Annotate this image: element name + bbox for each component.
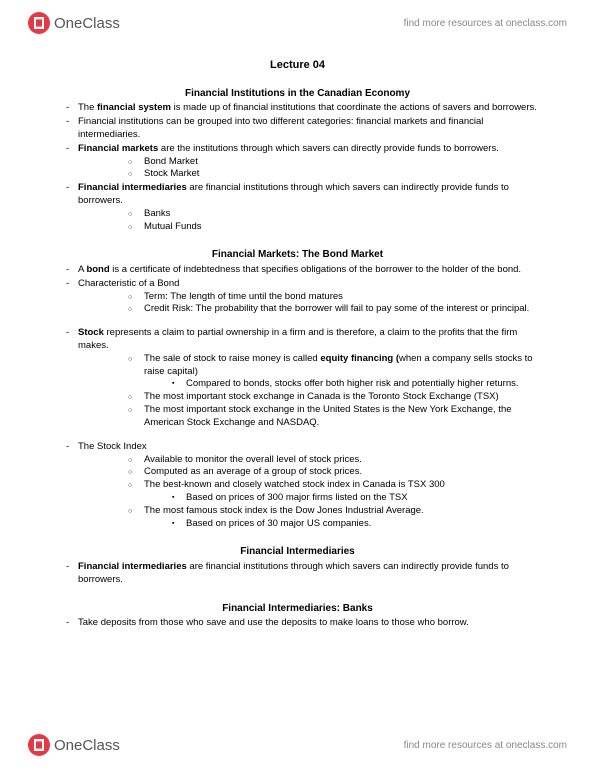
sub-bullet: Stock Market — [128, 168, 539, 181]
brand-logo-footer[interactable]: OneClass — [28, 734, 120, 756]
sub-sub-bullet: Based on prices of 300 major firms liste… — [172, 492, 539, 505]
sub-bullet: The most important stock exchange in Can… — [128, 391, 539, 404]
sub-bullet: Computed as an average of a group of sto… — [128, 466, 539, 479]
sub-bullet: The most famous stock index is the Dow J… — [128, 505, 539, 531]
sub-bullet: Term: The length of time until the bond … — [128, 291, 539, 304]
bullet: Financial markets are the institutions t… — [56, 143, 539, 181]
sub-sub-bullet: Compared to bonds, stocks offer both hig… — [172, 378, 539, 391]
section-title-1: Financial Institutions in the Canadian E… — [56, 87, 539, 101]
brand-logo[interactable]: OneClass — [28, 12, 120, 34]
brand-name: OneClass — [54, 15, 120, 32]
section-title-2: Financial Markets: The Bond Market — [56, 248, 539, 262]
bullet: Financial institutions can be grouped in… — [56, 116, 539, 142]
sub-bullet: Available to monitor the overall level o… — [128, 454, 539, 467]
bullet: Take deposits from those who save and us… — [56, 617, 539, 630]
sub-bullet: Bond Market — [128, 156, 539, 169]
section-title-3: Financial Intermediaries — [56, 545, 539, 559]
sub-bullet: Mutual Funds — [128, 221, 539, 234]
sub-bullet: The sale of stock to raise money is call… — [128, 353, 539, 391]
header-tagline[interactable]: find more resources at oneclass.com — [404, 18, 567, 29]
sub-bullet: The most important stock exchange in the… — [128, 404, 539, 430]
bullet: A bond is a certificate of indebtedness … — [56, 264, 539, 277]
sub-sub-bullet: Based on prices of 30 major US companies… — [172, 518, 539, 531]
sub-bullet: Credit Risk: The probability that the bo… — [128, 303, 539, 316]
bullet: Financial intermediaries are financial i… — [56, 182, 539, 233]
page-header: OneClass find more resources at oneclass… — [0, 0, 595, 40]
bullet: Financial intermediaries are financial i… — [56, 561, 539, 587]
footer-tagline[interactable]: find more resources at oneclass.com — [404, 740, 567, 751]
brand-name-footer: OneClass — [54, 737, 120, 754]
bullet: The financial system is made up of finan… — [56, 102, 539, 115]
logo-icon — [28, 734, 50, 756]
lecture-title: Lecture 04 — [56, 58, 539, 73]
logo-icon — [28, 12, 50, 34]
section-title-4: Financial Intermediaries: Banks — [56, 602, 539, 616]
page-footer: OneClass find more resources at oneclass… — [0, 726, 595, 770]
sub-bullet: Banks — [128, 208, 539, 221]
sub-bullet: The best-known and closely watched stock… — [128, 479, 539, 505]
document-content: Lecture 04 Financial Institutions in the… — [0, 40, 595, 641]
bullet: The Stock Index Available to monitor the… — [56, 441, 539, 531]
bullet: Stock represents a claim to partial owne… — [56, 327, 539, 430]
bullet: Characteristic of a Bond Term: The lengt… — [56, 278, 539, 316]
